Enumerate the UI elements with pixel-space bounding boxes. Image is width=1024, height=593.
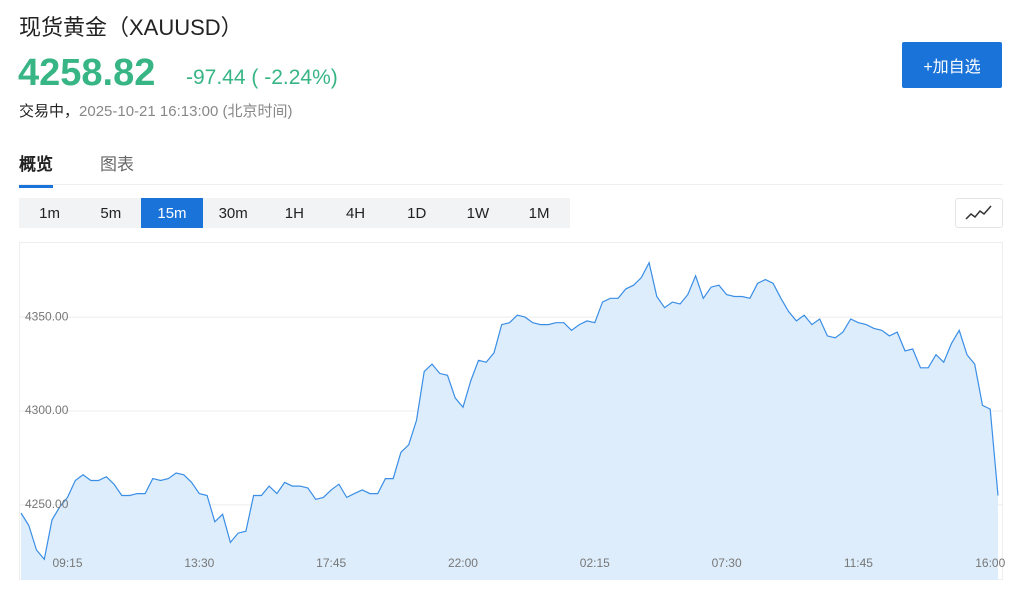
- interval-button[interactable]: 5m: [100, 204, 122, 222]
- y-tick-label: 4300.00: [25, 403, 69, 417]
- y-tick-label: 4350.00: [25, 309, 69, 323]
- interval-button[interactable]: 30m: [218, 204, 248, 222]
- interval-selector: 1m 5m 15m 30m 1H 4H 1D 1W 1M: [19, 198, 570, 228]
- price: 4258.82: [18, 52, 156, 94]
- status: 交易中，2025-10-21 16:13:00 (北京时间): [19, 100, 292, 121]
- title: 现货黄金（XAUUSD）: [19, 15, 243, 40]
- chart-type-button[interactable]: [955, 198, 1003, 228]
- x-tick-label: 09:15: [53, 556, 83, 570]
- tabs: 概览 图表: [19, 140, 1003, 188]
- x-tick-label: 16:00: [975, 556, 1005, 570]
- interval-button[interactable]: 1M: [528, 204, 550, 222]
- x-tick-label: 13:30: [184, 556, 214, 570]
- status-label: 交易中，: [19, 103, 80, 120]
- x-tick-label: 17:45: [316, 556, 346, 570]
- tab[interactable]: 概览: [19, 150, 53, 188]
- price-change: -97.44 ( -2.24%): [186, 66, 338, 89]
- tab[interactable]: 图表: [100, 155, 134, 174]
- interval-button[interactable]: 4H: [345, 204, 366, 222]
- interval-button[interactable]: 1H: [284, 204, 304, 222]
- interval-button[interactable]: 1D: [407, 204, 427, 222]
- y-tick-label: 4250.00: [25, 497, 69, 511]
- add-watchlist-button[interactable]: +加自选: [902, 42, 1002, 88]
- chart-type-icon: [965, 205, 992, 220]
- x-tick-label: 22:00: [448, 556, 478, 570]
- chart-frame: [19, 242, 1003, 580]
- x-tick-label: 11:45: [844, 556, 873, 570]
- interval-button[interactable]: 1W: [466, 204, 490, 222]
- x-tick-label: 02:15: [580, 556, 610, 570]
- x-tick-label: 07:30: [712, 556, 742, 570]
- price-line: [20, 260, 999, 561]
- timestamp: 2025-10-21 16:13:00 (北京时间): [79, 103, 293, 120]
- interval-button[interactable]: 15m: [141, 198, 203, 228]
- area: [21, 262, 998, 580]
- interval-button[interactable]: 1m: [39, 204, 61, 222]
